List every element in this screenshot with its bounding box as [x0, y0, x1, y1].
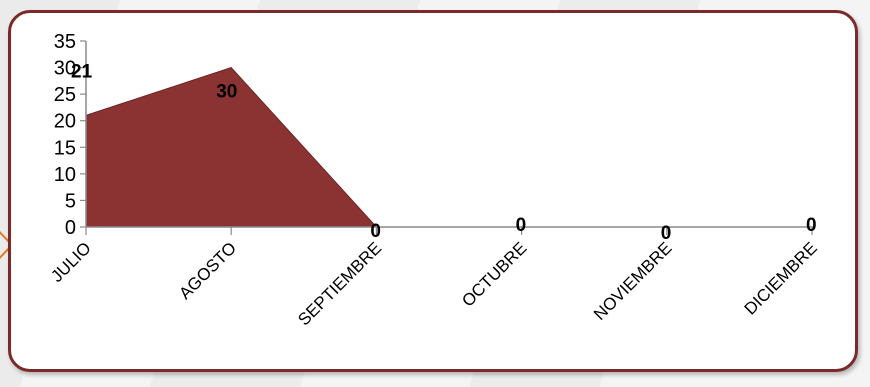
x-tick-label-octubre: OCTUBRE: [458, 238, 530, 310]
x-tick-label-julio: JULIO: [47, 238, 95, 286]
data-point-agosto: [230, 67, 232, 69]
data-labels: 21 30 0 0 0 0: [71, 61, 817, 244]
y-tick-labels: 0 5 10 15 20 25 30 35: [54, 31, 76, 239]
axis-layer: [80, 40, 814, 235]
area-series-fill: [85, 66, 812, 228]
data-label-noviembre: 0: [661, 223, 672, 244]
data-label-diciembre: 0: [806, 215, 817, 236]
x-tick-label-diciembre: DICIEMBRE: [741, 238, 821, 318]
y-tick-label: 10: [54, 164, 76, 186]
y-tick-label: 25: [54, 84, 76, 106]
y-tick-label: 30: [54, 58, 76, 80]
x-tick-label-noviembre: NOVIEMBRE: [590, 238, 676, 324]
x-tick-labels: JULIO AGOSTO SEPTIEMBRE OCTUBRE NOVIEMBRE DIC…: [47, 238, 821, 329]
x-tick-label-septiembre: SEPTIEMBRE: [294, 238, 385, 329]
area-layer: [85, 66, 813, 228]
y-tick-label: 35: [54, 31, 76, 53]
y-tick-label: 20: [54, 111, 76, 133]
data-label-septiembre: 0: [370, 221, 381, 242]
x-tick-label-agosto: AGOSTO: [175, 238, 240, 303]
y-tick-label: 15: [54, 137, 76, 159]
y-tick-label: 5: [65, 190, 76, 212]
data-label-octubre: 0: [516, 215, 527, 236]
y-tick-label: 0: [65, 217, 76, 239]
data-label-agosto: 30: [216, 82, 237, 103]
data-label-julio: 21: [71, 61, 93, 82]
